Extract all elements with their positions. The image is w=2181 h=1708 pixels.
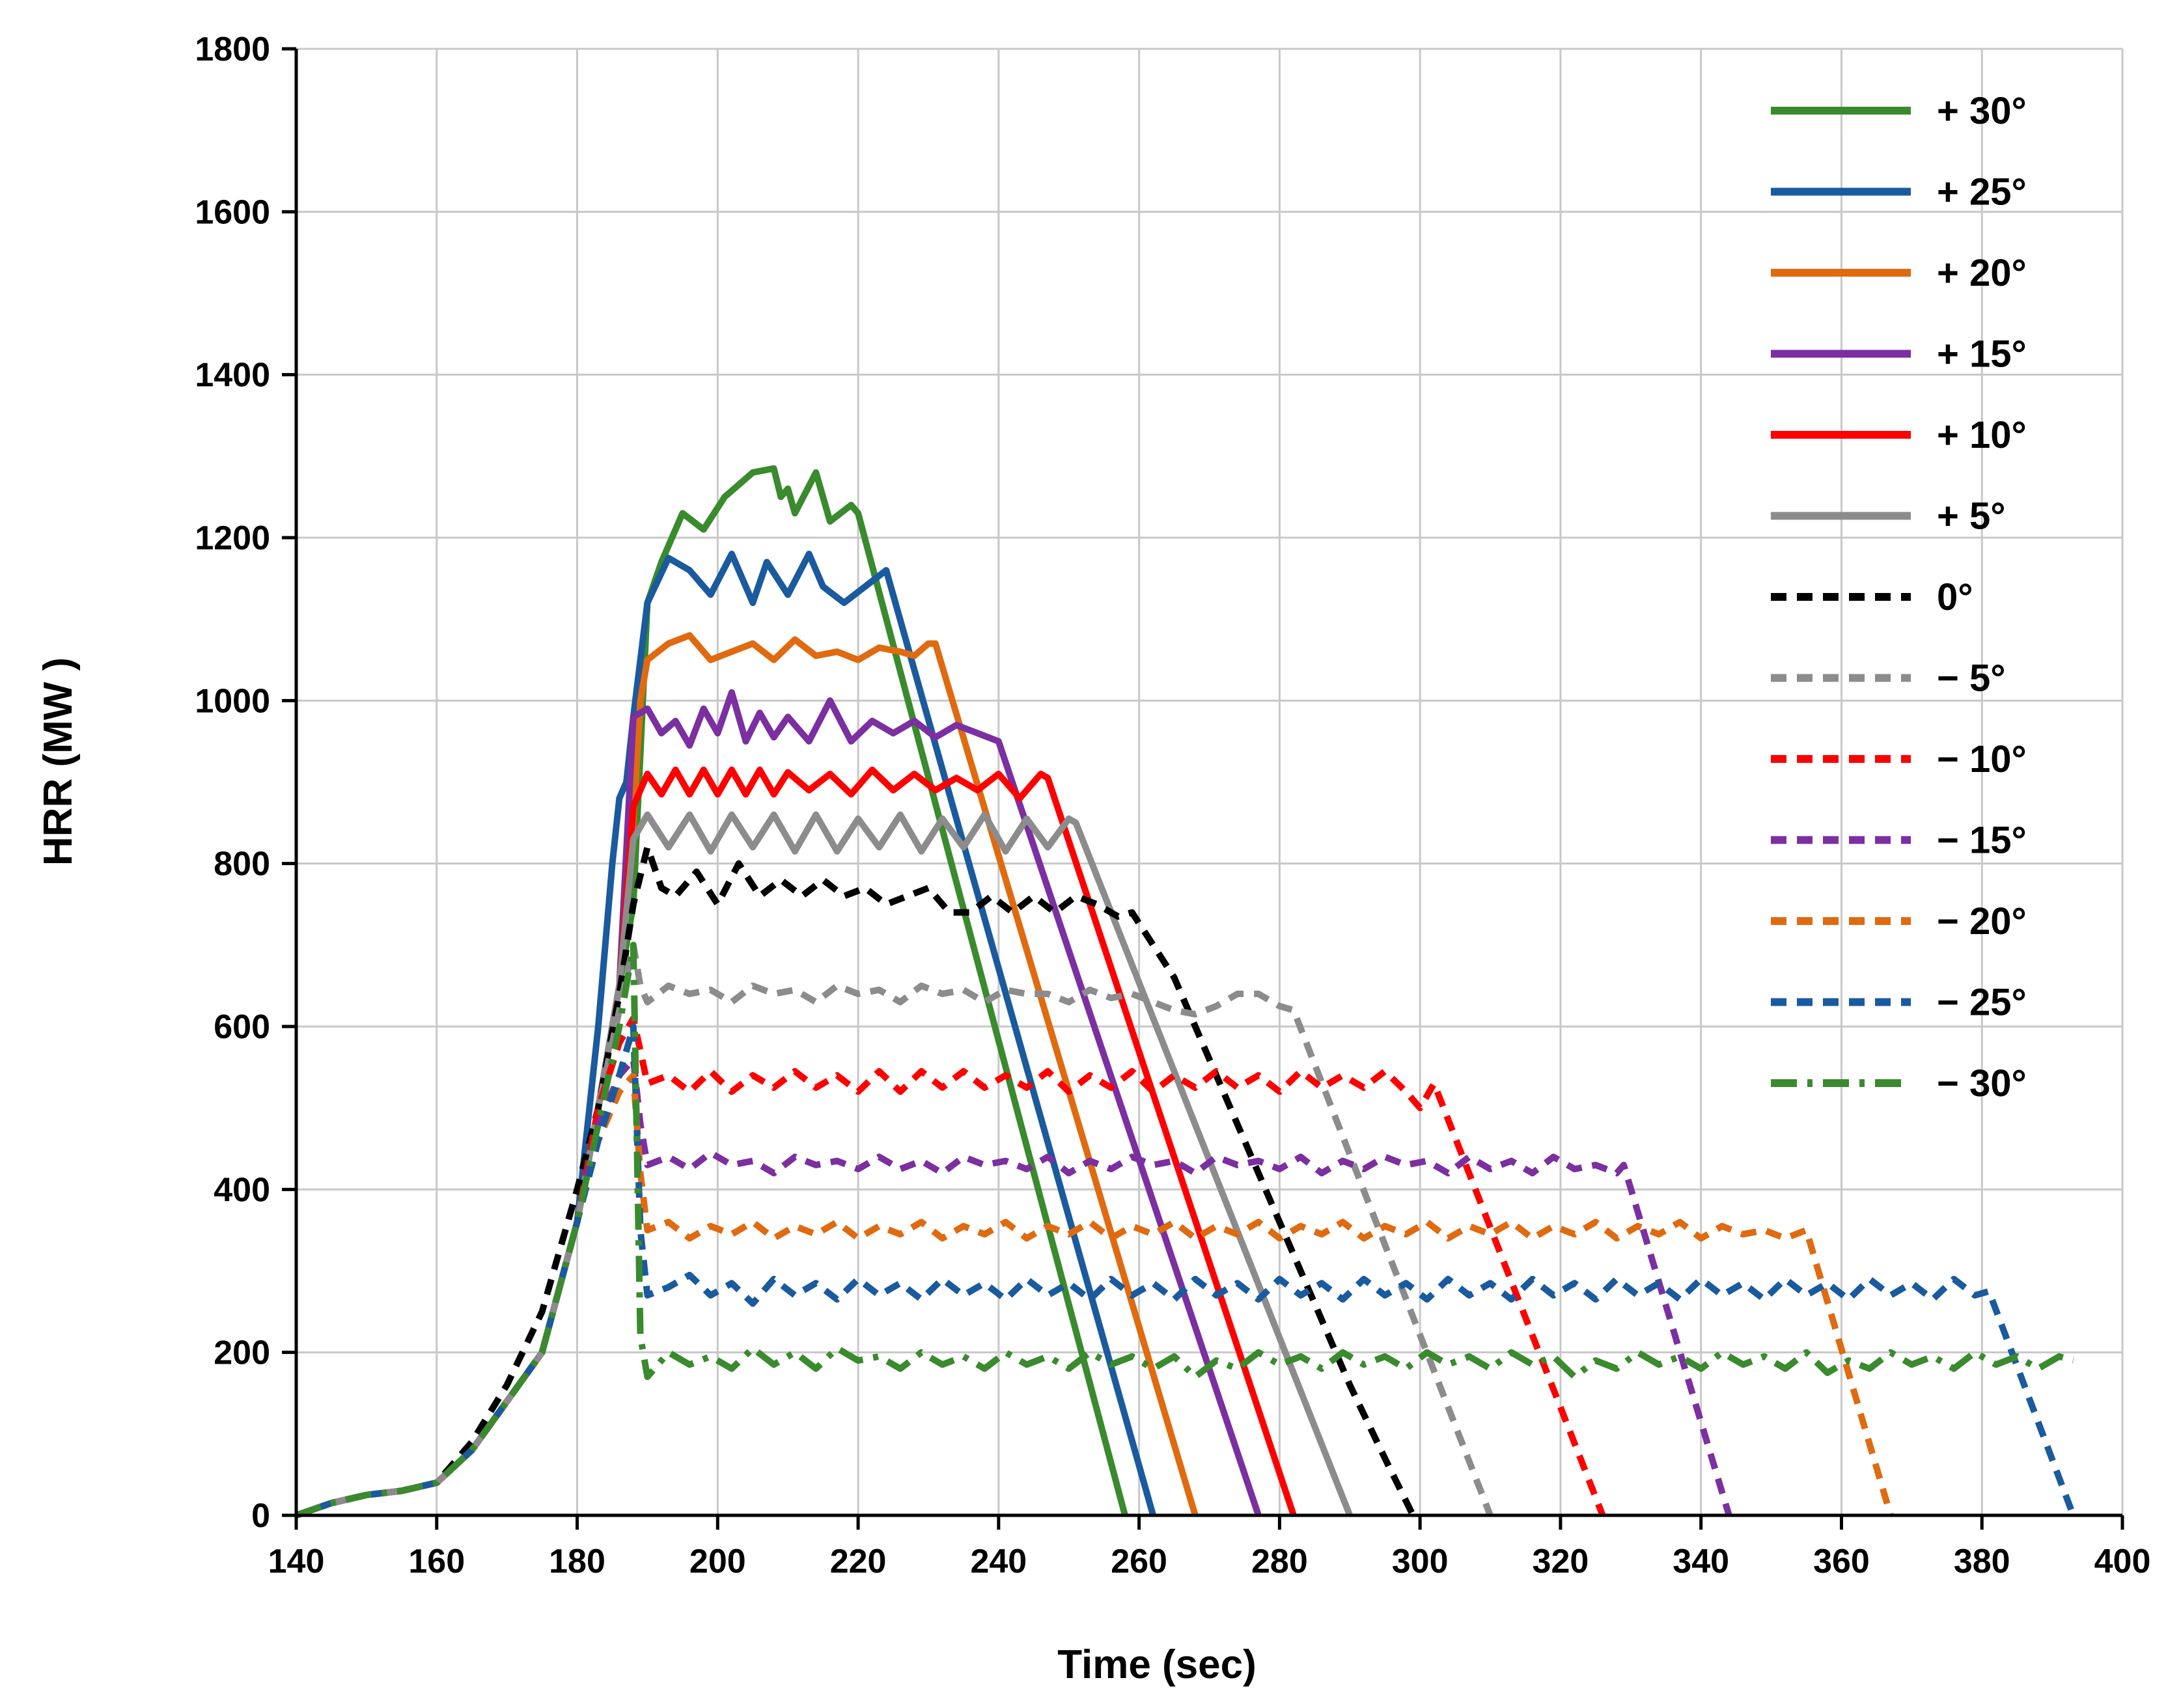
legend-label: − 30° xyxy=(1937,1062,2027,1105)
x-tick-label: 160 xyxy=(408,1543,465,1580)
legend-label: − 15° xyxy=(1937,820,2027,862)
series-line xyxy=(295,844,1416,1519)
x-tick-label: 200 xyxy=(689,1543,746,1580)
y-axis-title: HRR (MW ) xyxy=(36,657,81,866)
axes xyxy=(282,47,2124,1530)
x-tick-label: 380 xyxy=(1954,1543,2010,1580)
legend-label: 0° xyxy=(1937,576,1973,618)
y-tick-label: 1800 xyxy=(195,31,270,68)
legend-label: + 30° xyxy=(1937,90,2027,132)
legend-label: − 10° xyxy=(1937,738,2027,780)
x-tick-label: 240 xyxy=(970,1543,1027,1580)
x-tick-label: 280 xyxy=(1251,1543,1308,1580)
legend: + 30° + 25° + 20° + 15° + 10° + 5° 0° − 5° − 10°… xyxy=(1771,90,2027,1105)
y-tick-label: 200 xyxy=(214,1334,270,1372)
legend-label: − 5° xyxy=(1937,657,2005,700)
y-tick-label: 600 xyxy=(214,1008,270,1046)
legend-label: + 10° xyxy=(1937,414,2027,456)
x-tick-label: 180 xyxy=(549,1543,605,1580)
series-line xyxy=(295,1023,2077,1519)
legend-label: − 25° xyxy=(1937,982,2027,1024)
y-tick-label: 800 xyxy=(214,846,270,883)
legend-label: − 20° xyxy=(1937,900,2027,943)
data-series xyxy=(295,465,2077,1519)
x-tick-label: 320 xyxy=(1533,1543,1589,1580)
x-tick-label: 260 xyxy=(1111,1543,1167,1580)
y-tick-label: 0 xyxy=(251,1497,270,1535)
x-tick-label: 300 xyxy=(1392,1543,1449,1580)
x-tick-label: 360 xyxy=(1813,1543,1870,1580)
y-tick-label: 1000 xyxy=(195,682,270,720)
x-axis-title: Time (sec) xyxy=(1057,1642,1257,1687)
series-line xyxy=(295,941,2074,1519)
legend-label: + 20° xyxy=(1937,252,2027,294)
x-tick-label: 400 xyxy=(2094,1543,2151,1580)
series-line xyxy=(295,941,1493,1519)
y-tick-label: 1200 xyxy=(195,519,270,557)
tick-labels: 0 200 400 600 800 1000 1200 1400 1600 1800 140 160 1… xyxy=(195,31,2150,1580)
y-tick-label: 400 xyxy=(214,1171,270,1209)
y-tick-label: 1400 xyxy=(195,357,270,394)
legend-label: + 25° xyxy=(1937,171,2027,214)
x-tick-label: 140 xyxy=(268,1543,325,1580)
x-tick-label: 220 xyxy=(830,1543,887,1580)
legend-label: + 5° xyxy=(1937,495,2005,538)
y-tick-label: 1600 xyxy=(195,193,270,231)
x-tick-label: 340 xyxy=(1673,1543,1729,1580)
legend-label: + 15° xyxy=(1937,333,2027,376)
